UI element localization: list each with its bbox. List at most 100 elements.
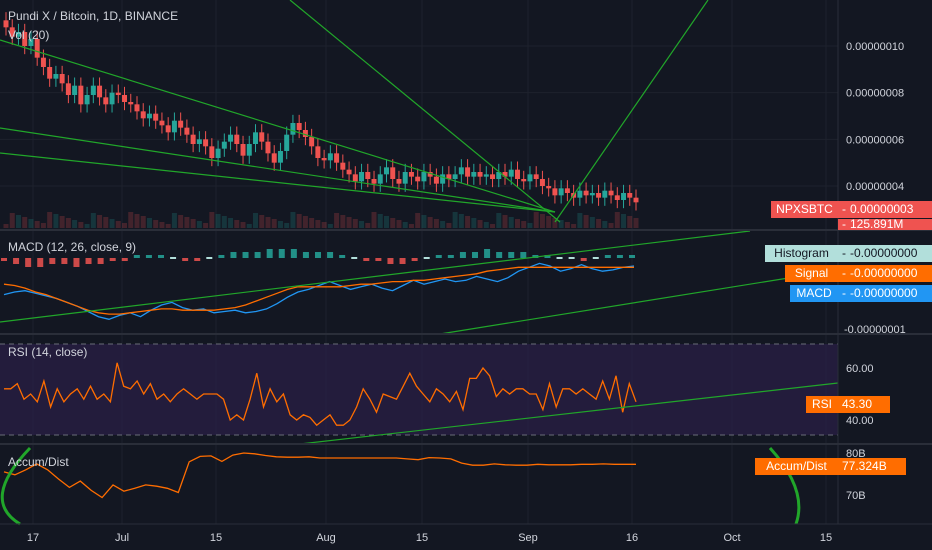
price-axis-label: 0.00000010: [846, 41, 904, 53]
macd-histogram-bar: [520, 252, 527, 258]
candle-body: [521, 179, 527, 182]
candle-body: [34, 39, 40, 58]
candle-body: [390, 167, 396, 179]
candle-body: [496, 172, 502, 179]
volume-bar: [234, 220, 240, 228]
volume-bar: [284, 223, 290, 228]
candle-body: [203, 139, 209, 147]
macd-histogram-bar: [580, 258, 587, 261]
volume-bar: [521, 221, 527, 228]
macd-histogram-bar: [435, 255, 442, 258]
signal-tag-value: -0.00000000: [850, 266, 918, 280]
trendline: [0, 39, 556, 213]
volume-bar: [171, 213, 177, 228]
rsi-tag-name: RSI: [806, 396, 838, 413]
time-axis-label: 15: [820, 532, 832, 544]
volume-bar: [321, 222, 327, 228]
candle-body: [290, 123, 296, 135]
volume-tag: -125.891M: [838, 219, 932, 230]
volume-bar: [527, 223, 533, 228]
candle-body: [321, 158, 327, 161]
time-axis-label: Jul: [115, 532, 129, 544]
volume-bar: [539, 214, 545, 228]
curve-drawing-left: [0, 446, 32, 526]
candle-body: [502, 172, 508, 177]
volume-bar: [153, 220, 159, 228]
volume-bar: [296, 214, 302, 228]
candle-body: [583, 190, 589, 196]
volume-bar: [240, 222, 246, 228]
volume-bar: [65, 218, 71, 228]
trendline: [554, 0, 709, 223]
volume-bar: [90, 213, 96, 228]
volume-bar: [633, 218, 639, 228]
candle-body: [234, 134, 240, 144]
candle-body: [302, 130, 308, 137]
volume-bar: [340, 215, 346, 228]
candle-body: [59, 74, 65, 84]
time-axis-label: 16: [626, 532, 638, 544]
volume-bar: [103, 217, 109, 228]
candle-body: [558, 188, 564, 196]
candle-body: [115, 92, 121, 95]
volume-bar: [159, 222, 165, 228]
volume-bar: [228, 218, 234, 228]
volume-bar: [271, 219, 277, 228]
macd-pane-title: MACD (12, 26, close, 9): [8, 240, 137, 254]
candle-body: [159, 120, 165, 126]
macd-histogram-bar: [568, 257, 575, 259]
candle-body: [22, 32, 28, 46]
candle-body: [596, 193, 602, 198]
candle-body: [146, 113, 152, 119]
candle-body: [421, 172, 427, 182]
macd-histogram-bar: [206, 257, 213, 259]
accum-axis-label: 70B: [846, 490, 866, 502]
macd-tag: - -0.00000000: [838, 285, 932, 302]
volume-bar: [502, 215, 508, 228]
volume-bar: [9, 213, 15, 228]
macd-histogram-bar: [411, 258, 418, 261]
grid-layer: [0, 0, 838, 524]
volume-bar: [621, 214, 627, 228]
candle-body: [627, 193, 633, 198]
candle-body: [402, 172, 408, 184]
volume-bar: [72, 220, 78, 228]
macd-histogram-bar: [496, 252, 503, 258]
candle-body: [490, 174, 496, 179]
volume-bar: [246, 224, 252, 228]
candle-body: [271, 153, 277, 163]
macd-histogram-bar: [145, 255, 152, 258]
volume-bar: [221, 216, 227, 228]
volume-bar: [3, 224, 9, 228]
candle-body: [327, 153, 333, 161]
volume-bar: [84, 224, 90, 228]
candle-body: [103, 97, 109, 105]
macd-histogram-bar: [254, 252, 261, 258]
candle-body: [514, 169, 520, 179]
trendline: [0, 127, 556, 213]
candle-body: [614, 195, 620, 200]
volume-bar: [109, 219, 115, 228]
volume-bar: [40, 223, 46, 228]
time-axis-label: Aug: [316, 532, 336, 544]
candle-body: [246, 144, 252, 156]
candle-body: [396, 179, 402, 184]
price-axis-label: 0.00000004: [846, 181, 904, 193]
volume-bar: [533, 212, 539, 228]
candle-body: [209, 146, 215, 158]
trendline: [0, 152, 556, 213]
macd-histogram-bar: [121, 258, 128, 261]
time-axis-label: Oct: [723, 532, 740, 544]
candle-body: [340, 162, 346, 170]
candle-body: [458, 167, 464, 175]
trendline: [299, 382, 839, 445]
macd-histogram-bar: [544, 255, 551, 258]
candle-body: [90, 85, 96, 95]
volume-bar: [589, 217, 595, 228]
histogram-tag: - -0.00000000: [838, 245, 932, 262]
candle-body: [452, 174, 458, 179]
candle-body: [546, 186, 552, 189]
volume-bar: [408, 224, 414, 228]
volume-bar: [352, 219, 358, 228]
